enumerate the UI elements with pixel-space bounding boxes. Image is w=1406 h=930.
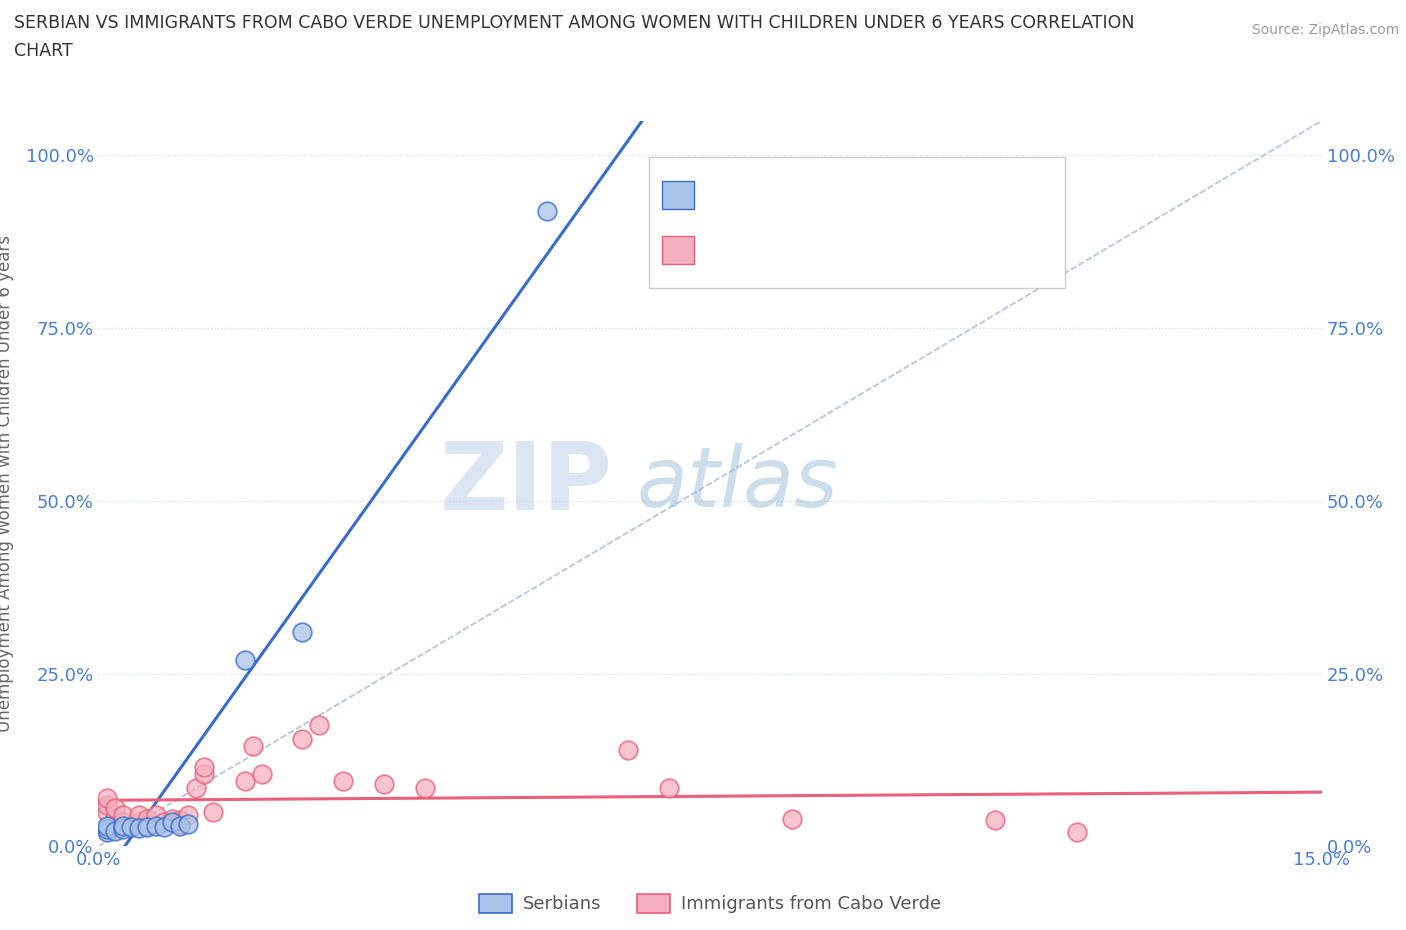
Point <box>186 780 208 795</box>
Point <box>233 652 256 667</box>
Text: atlas: atlas <box>637 443 838 525</box>
Point <box>177 808 200 823</box>
Point <box>104 824 127 839</box>
Point <box>193 766 215 781</box>
Point <box>128 821 150 836</box>
Point <box>128 808 150 823</box>
Point <box>617 742 640 757</box>
FancyBboxPatch shape <box>662 181 695 209</box>
Point <box>120 818 142 833</box>
Point <box>120 819 142 834</box>
Text: R = -0.404   N = 35: R = -0.404 N = 35 <box>702 240 879 259</box>
Point <box>96 797 118 812</box>
Point <box>169 813 191 828</box>
Point <box>111 808 134 823</box>
Point <box>104 811 127 826</box>
Text: CHART: CHART <box>14 42 73 60</box>
Point <box>96 804 118 819</box>
Point <box>136 818 159 833</box>
Point <box>332 773 354 788</box>
Y-axis label: Unemployment Among Women with Children Under 6 years: Unemployment Among Women with Children U… <box>0 235 14 732</box>
Point <box>658 780 681 795</box>
Point <box>145 808 167 823</box>
Point <box>104 801 127 816</box>
Point <box>152 815 174 830</box>
Point <box>984 813 1007 828</box>
Text: ZIP: ZIP <box>439 438 612 529</box>
Text: Source: ZipAtlas.com: Source: ZipAtlas.com <box>1251 23 1399 37</box>
Point <box>291 625 314 640</box>
Legend: Serbians, Immigrants from Cabo Verde: Serbians, Immigrants from Cabo Verde <box>472 887 948 921</box>
Point <box>291 732 314 747</box>
Point <box>233 773 256 788</box>
Point <box>177 817 200 831</box>
Point <box>169 817 191 831</box>
Point <box>413 780 436 795</box>
Point <box>1066 825 1088 840</box>
Point <box>111 815 134 830</box>
Point <box>136 811 159 826</box>
Point <box>169 818 191 833</box>
Text: SERBIAN VS IMMIGRANTS FROM CABO VERDE UNEMPLOYMENT AMONG WOMEN WITH CHILDREN UND: SERBIAN VS IMMIGRANTS FROM CABO VERDE UN… <box>14 14 1135 32</box>
Point <box>96 825 118 840</box>
Point <box>96 790 118 805</box>
Point <box>128 815 150 830</box>
Point <box>250 766 273 781</box>
Point <box>242 738 264 753</box>
Point <box>111 821 134 836</box>
Point <box>136 819 159 834</box>
Point <box>193 760 215 775</box>
Point <box>536 204 558 219</box>
Point <box>96 818 118 833</box>
Point <box>111 818 134 833</box>
Point <box>160 811 183 826</box>
Point <box>201 804 224 819</box>
Point <box>145 818 167 833</box>
Point <box>96 821 118 836</box>
Point <box>780 811 803 826</box>
Text: R =  0.464   N = 17: R = 0.464 N = 17 <box>702 186 877 204</box>
Point <box>373 777 395 791</box>
Point <box>308 718 330 733</box>
Point <box>152 819 174 834</box>
FancyBboxPatch shape <box>662 235 695 264</box>
Point <box>160 815 183 830</box>
FancyBboxPatch shape <box>650 157 1064 287</box>
